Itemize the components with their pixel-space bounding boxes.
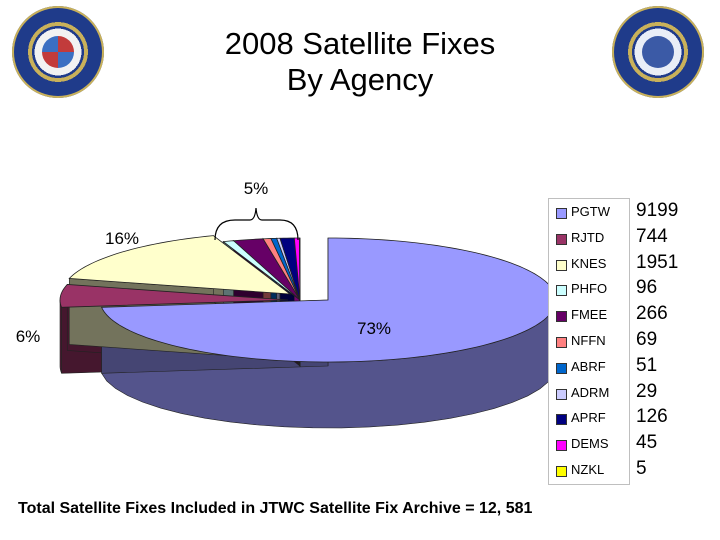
fix-count-phfo: 96 xyxy=(636,277,658,299)
legend-swatch-fmee xyxy=(556,311,567,323)
others-bracket xyxy=(214,207,299,241)
total-fixes-note: Total Satellite Fixes Included in JTWC S… xyxy=(18,500,533,517)
fix-count-rjtd: 744 xyxy=(636,225,668,247)
legend-swatch-aprf xyxy=(556,414,567,426)
fix-count-aprf: 126 xyxy=(636,406,668,428)
slice-pgtw xyxy=(100,237,557,363)
title-line-2: By Agency xyxy=(286,62,434,97)
legend-swatch-dems xyxy=(556,440,567,452)
data-label-rjtd: 6% xyxy=(16,327,41,346)
left-organization-seal xyxy=(12,6,104,98)
legend-label-abrf: ABRF xyxy=(571,358,606,374)
fix-count-knes: 1951 xyxy=(636,251,679,273)
slide-title: 2008 Satellite Fixes By Agency xyxy=(150,26,570,98)
legend-label-dems: DEMS xyxy=(571,436,609,452)
data-label-pgtw: 73% xyxy=(357,319,391,338)
legend-swatch-nffn xyxy=(556,337,567,348)
pie-group xyxy=(59,235,557,429)
legend-swatch-pgtw xyxy=(556,208,567,219)
legend-label-fmee: FMEE xyxy=(571,307,608,323)
legend-swatch-rjtd xyxy=(556,233,567,245)
legend-label-knes: KNES xyxy=(571,255,607,271)
legend-swatch-adrm xyxy=(556,388,567,400)
fix-count-fmee: 266 xyxy=(636,303,668,325)
fix-count-abrf: 51 xyxy=(636,354,658,376)
slice-knes xyxy=(68,235,292,295)
legend-swatch-abrf xyxy=(556,362,567,374)
fix-count-nzkl: 5 xyxy=(636,458,647,479)
legend-swatch-nzkl xyxy=(556,466,567,477)
legend-label-adrm: ADRM xyxy=(571,384,610,400)
legend-swatch-phfo xyxy=(556,285,567,297)
legend-label-phfo: PHFO xyxy=(571,281,608,297)
fix-count-adrm: 29 xyxy=(636,380,658,402)
data-label-knes: 16% xyxy=(105,229,139,248)
legend-swatch-knes xyxy=(556,259,567,271)
title-line-1: 2008 Satellite Fixes xyxy=(224,26,496,61)
slice-rjtd xyxy=(59,284,289,308)
fix-count-nffn: 69 xyxy=(636,329,658,350)
legend-label-aprf: APRF xyxy=(571,410,606,426)
fix-count-pgtw: 9199 xyxy=(636,200,679,221)
legend-label-pgtw: PGTW xyxy=(571,204,610,219)
data-label-others: 5% xyxy=(244,179,269,198)
legend-label-rjtd: RJTD xyxy=(571,229,605,245)
slice-nzkl xyxy=(299,237,301,301)
legend-label-nffn: NFFN xyxy=(571,333,606,348)
fix-count-dems: 45 xyxy=(636,432,658,454)
chart-legend: PGTW RJTD KNES PHFO FMEE NFFN ABRF ADRM APRF DEMS… xyxy=(548,198,630,485)
legend-label-nzkl: NZKL xyxy=(571,462,605,477)
right-50-years-seal xyxy=(612,6,704,98)
